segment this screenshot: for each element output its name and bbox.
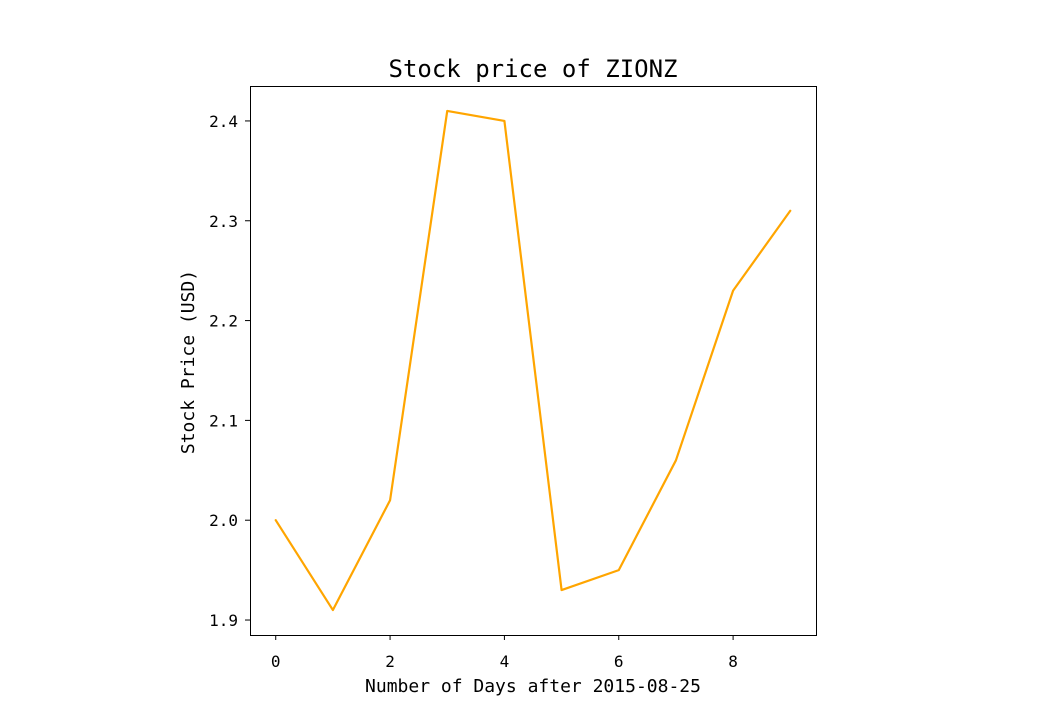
x-tick-label: 0 [271, 652, 281, 671]
y-tick-label: 2.3 [209, 212, 238, 231]
y-tick-label: 2.1 [209, 411, 238, 430]
y-axis-label: Stock Price (USD) [178, 270, 199, 454]
plot-frame [250, 86, 817, 636]
x-tick-label: 4 [500, 652, 510, 671]
y-tick-label: 2.0 [209, 511, 238, 530]
x-tick-label: 6 [614, 652, 624, 671]
price-line [274, 109, 792, 612]
x-axis-ticks: 0 2 4 6 8 [271, 635, 738, 671]
chart-title: Stock price of ZIONZ [389, 55, 678, 83]
series-layer [274, 109, 792, 612]
y-tick-label: 2.2 [209, 312, 238, 331]
x-tick-label: 2 [385, 652, 395, 671]
x-tick-label: 8 [728, 652, 738, 671]
y-tick-label: 1.9 [209, 611, 238, 630]
x-axis-label: Number of Days after 2015-08-25 [365, 676, 701, 697]
y-tick-label: 2.4 [209, 112, 238, 131]
y-axis-ticks: 1.9 2.0 2.1 2.2 2.3 2.4 [209, 112, 250, 630]
